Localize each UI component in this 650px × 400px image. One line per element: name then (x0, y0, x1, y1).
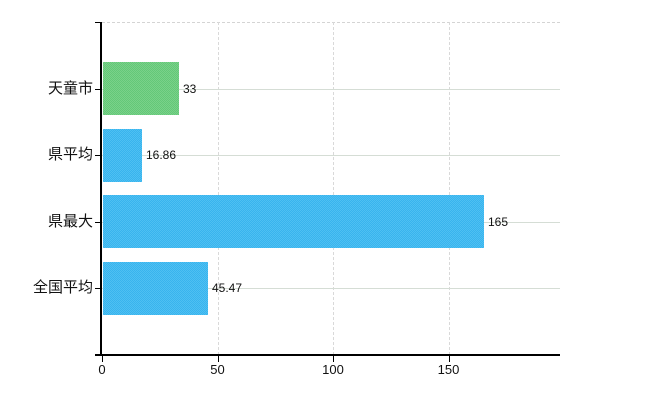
bar-value-label: 16.86 (146, 148, 177, 162)
y-axis-line (100, 22, 102, 355)
x-gridline (333, 22, 334, 355)
x-axis-tick (333, 355, 334, 362)
category-label: 天童市 (47, 80, 93, 97)
y-axis-tick (95, 288, 102, 289)
category-gridline (102, 155, 560, 156)
x-axis-tick (102, 355, 103, 362)
x-axis-line (95, 354, 560, 356)
x-axis-tick-label: 50 (210, 362, 225, 377)
y-axis-tick (95, 222, 102, 223)
x-gridline (448, 22, 450, 355)
y-axis-tick (95, 22, 102, 23)
x-axis-tick-label: 0 (98, 362, 106, 377)
category-gridline (102, 89, 560, 90)
plot-top-border (102, 22, 560, 23)
bar[interactable] (103, 62, 179, 115)
category-label: 県平均 (47, 146, 93, 163)
bar[interactable] (103, 195, 484, 248)
x-axis-tick (448, 355, 450, 362)
category-label: 県最大 (47, 213, 93, 230)
x-axis-tick-label: 100 (322, 362, 344, 377)
y-axis-tick (95, 155, 102, 156)
bar-value-label: 165 (488, 215, 509, 229)
x-axis-tick (217, 355, 219, 362)
category-label: 全国平均 (32, 279, 93, 296)
bar-value-label: 33 (183, 82, 197, 96)
category-gridline (102, 288, 560, 289)
x-gridline (217, 22, 219, 355)
y-axis-tick (95, 89, 102, 90)
bar-value-label: 45.47 (212, 281, 243, 295)
x-axis-tick-label: 150 (437, 362, 460, 377)
bar[interactable] (103, 129, 142, 182)
bar[interactable] (103, 262, 208, 315)
